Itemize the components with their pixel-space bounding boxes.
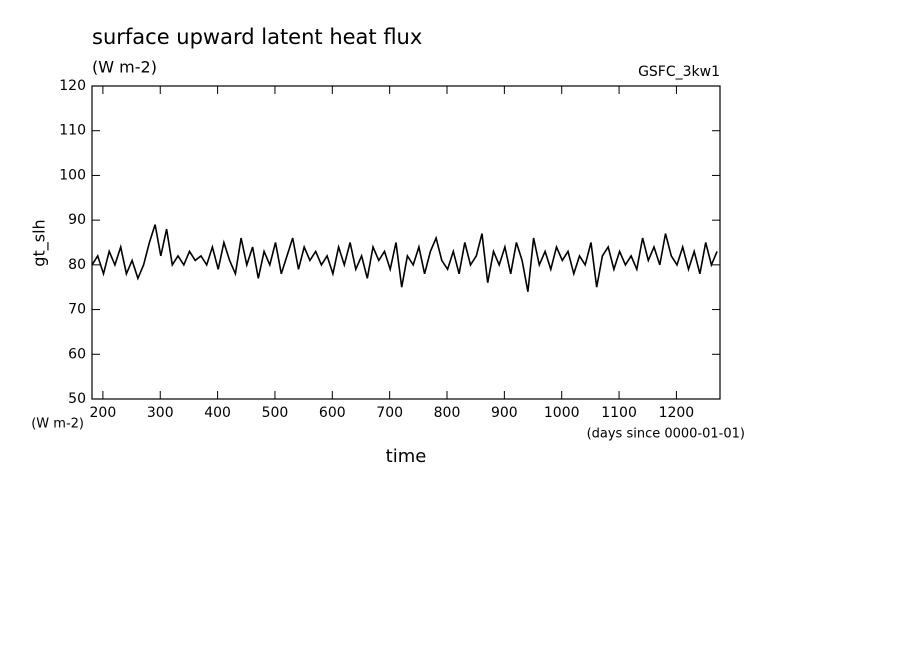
x-tick-label: 600 [319, 405, 346, 421]
y-tick-label: 70 [68, 302, 86, 318]
y-unit: (W m-2) [31, 417, 84, 432]
x-tick-label: 200 [90, 405, 117, 421]
y-tick-label: 110 [59, 123, 86, 139]
chart-title: surface upward latent heat flux [92, 25, 422, 49]
x-tick-label: 1200 [659, 405, 695, 421]
x-unit: (days since 0000-01-01) [587, 427, 745, 442]
x-tick-label: 900 [491, 405, 518, 421]
x-tick-label: 300 [147, 405, 174, 421]
y-tick-label: 100 [59, 167, 86, 183]
plot-frame [91, 85, 721, 400]
y-tick-label: 60 [68, 346, 86, 362]
x-tick-label: 400 [204, 405, 231, 421]
x-tick-label: 1000 [544, 405, 580, 421]
chart-subtitle: (W m-2) [92, 58, 157, 77]
annotation: GSFC_3kw1 [638, 64, 720, 80]
y-tick-label: 120 [59, 78, 86, 94]
x-tick-label: 800 [434, 405, 461, 421]
x-tick-label: 700 [376, 405, 403, 421]
x-tick-label: 1100 [601, 405, 637, 421]
y-tick-label: 90 [68, 212, 86, 228]
data-line [91, 224, 718, 292]
x-axis-label: time [386, 446, 427, 467]
y-tick-label: 50 [68, 391, 86, 407]
y-axis-label: gt_slh [30, 219, 50, 266]
y-tick-label: 80 [68, 257, 86, 273]
x-tick-label: 500 [262, 405, 289, 421]
